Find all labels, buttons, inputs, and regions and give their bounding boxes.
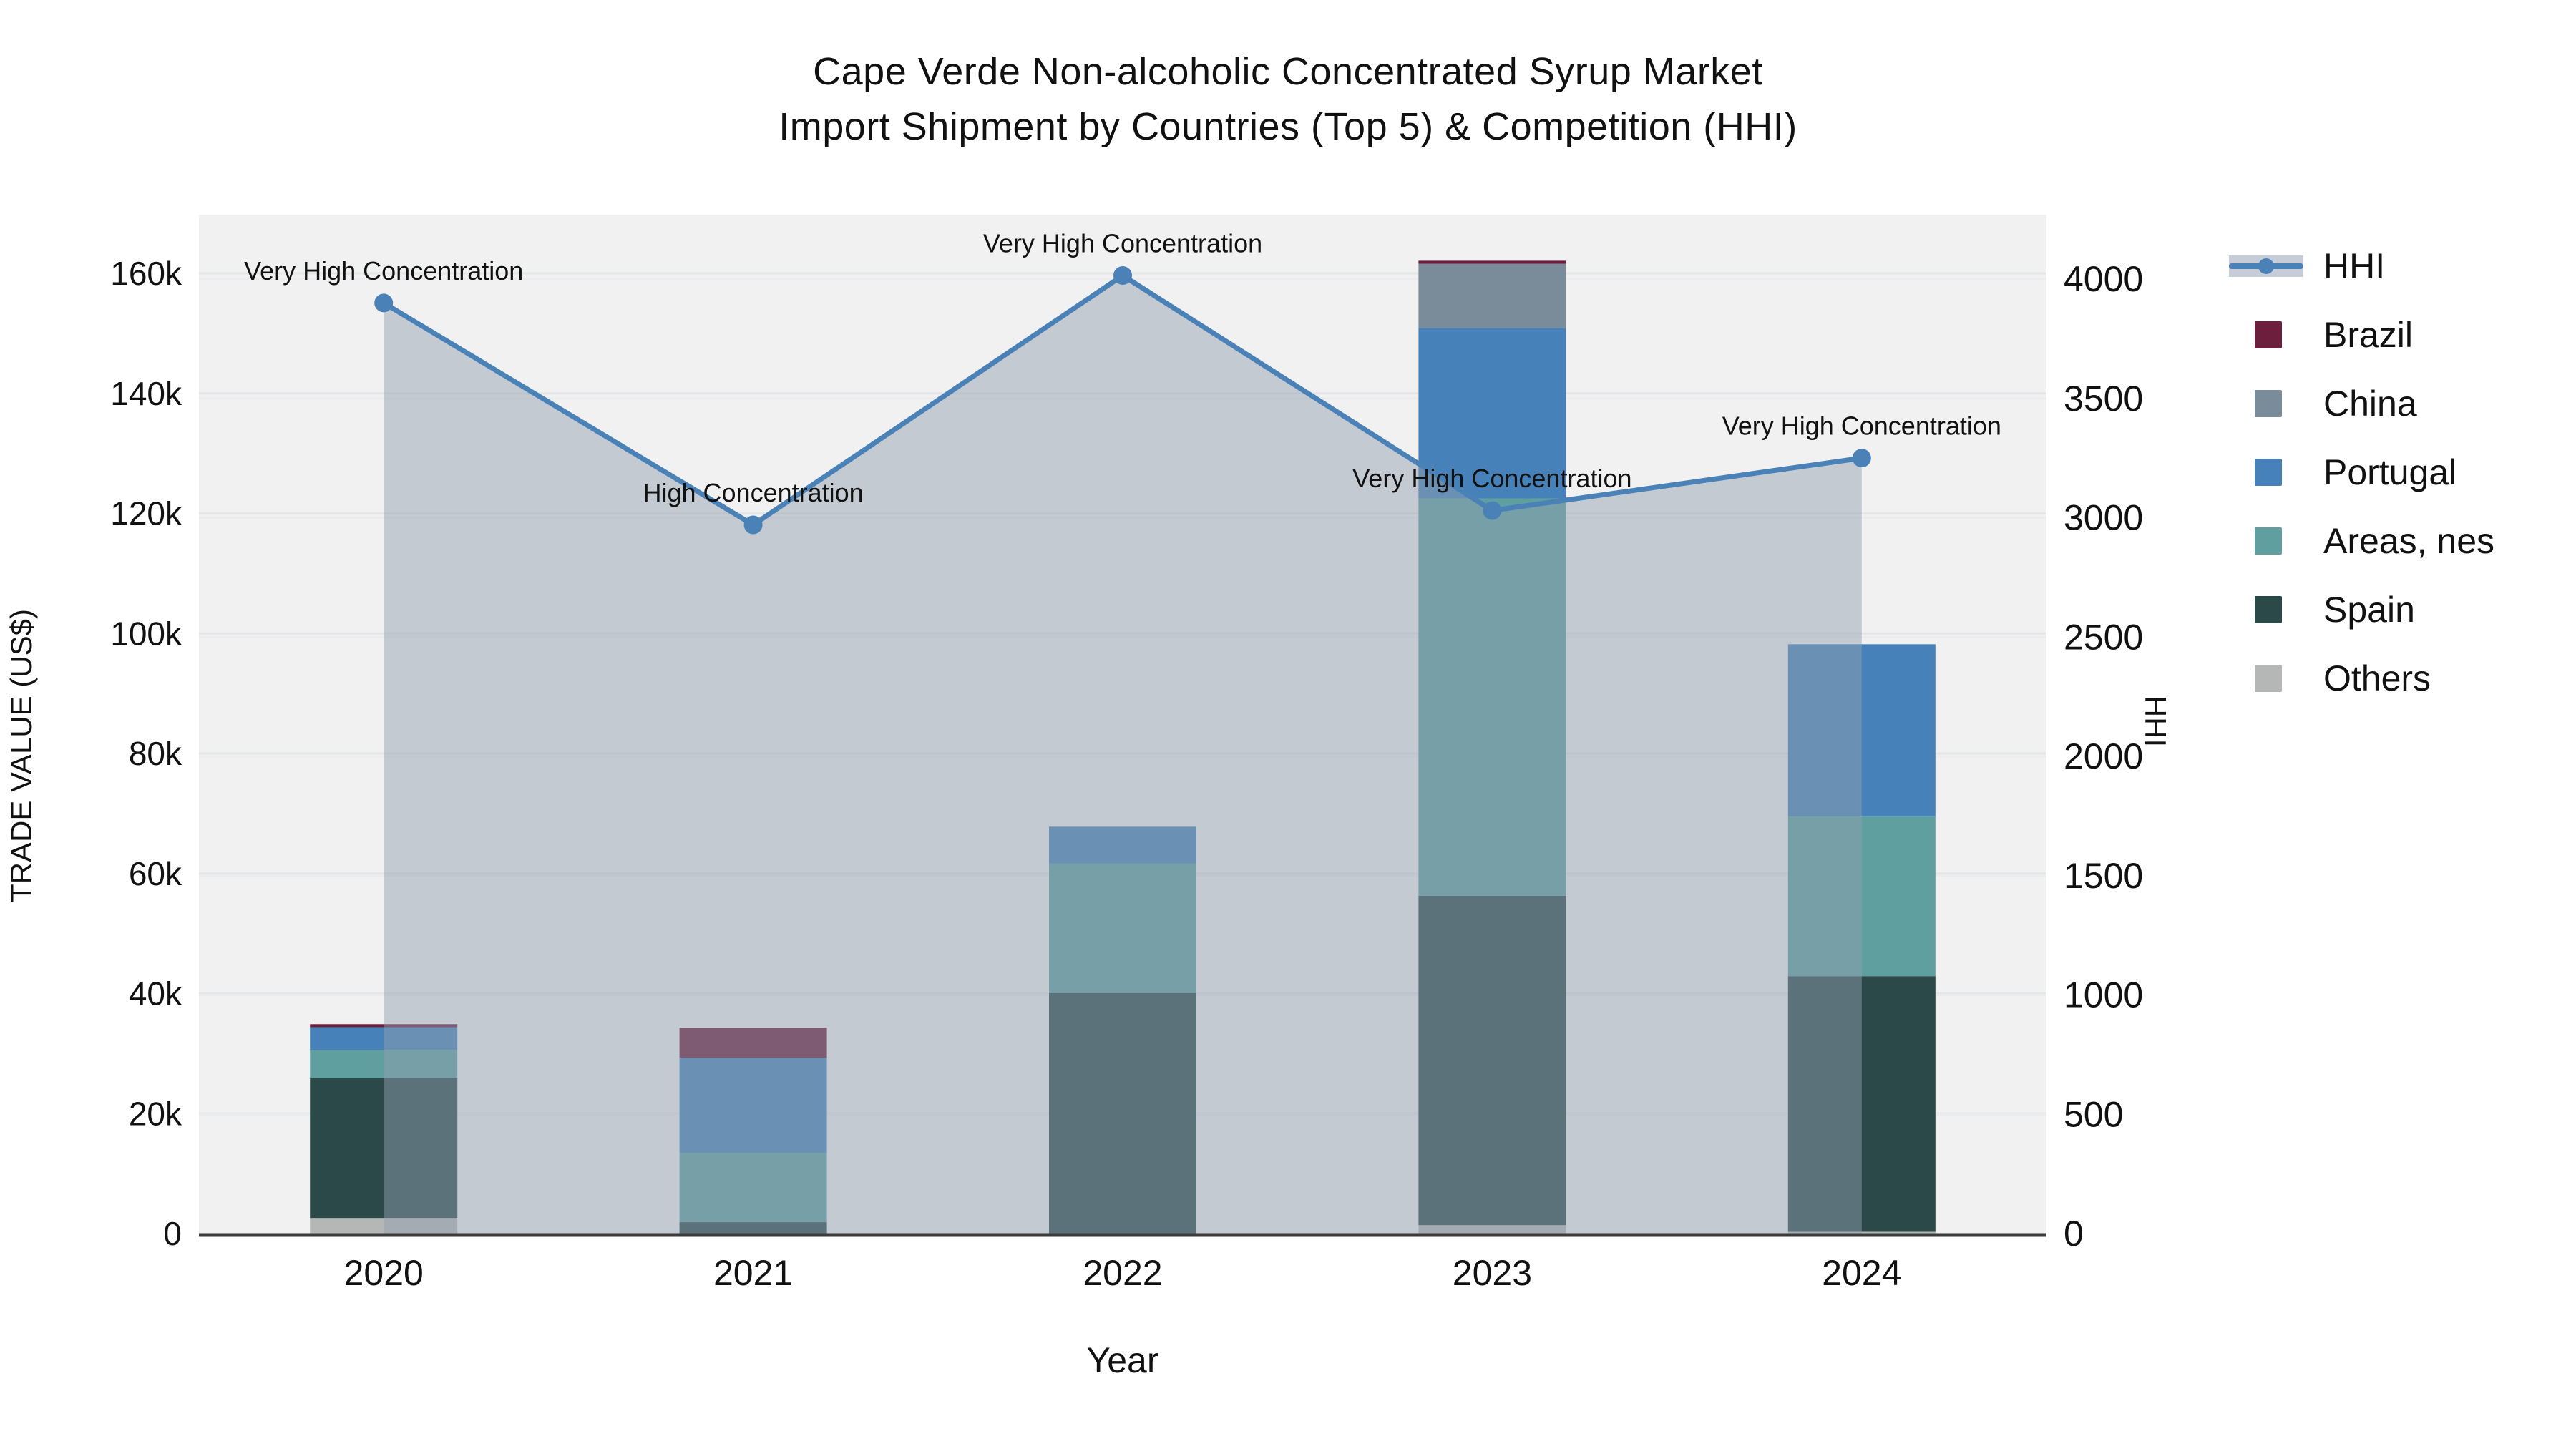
y-left-tick-140k: 140k [110, 375, 182, 412]
y-right-tick-500: 500 [2064, 1094, 2123, 1134]
legend-label-brazil: Brazil [2323, 315, 2414, 355]
x-tick-2022: 2022 [1083, 1253, 1162, 1293]
x-tick-2021: 2021 [713, 1253, 793, 1293]
y-right-tick-3500: 3500 [2064, 379, 2143, 419]
areas-nes-color-swatch [2255, 527, 2282, 555]
bar-segment-spain-2020[interactable] [310, 1078, 458, 1219]
bar-segment-portugal-2024[interactable] [1787, 644, 1936, 817]
chart-title-line1: Cape Verde Non-alcoholic Concentrated Sy… [813, 50, 1763, 93]
y-left-tick-20k: 20k [129, 1095, 182, 1132]
x-tick-2024: 2024 [1822, 1253, 1901, 1293]
x-axis-title: Year [1086, 1340, 1158, 1380]
hhi-marker-2022[interactable] [1113, 265, 1132, 285]
chart-title-line2: Import Shipment by Countries (Top 5) & C… [779, 104, 1797, 148]
annotation-2021: High Concentration [643, 478, 864, 507]
annotation-2020: Very High Concentration [244, 256, 523, 286]
bar-segment-portugal-2021[interactable] [679, 1058, 827, 1153]
hhi-marker-2023[interactable] [1483, 501, 1502, 520]
spain-color-swatch [2255, 596, 2282, 623]
others-color-swatch [2255, 665, 2282, 692]
legend: HHI Brazil China Portugal Areas, nes Spa… [2229, 232, 2572, 713]
bar-segment-brazil-2020[interactable] [310, 1024, 458, 1028]
bar-segment-china-2023[interactable] [1418, 263, 1566, 328]
bar-segment-areas-nes-2024[interactable] [1787, 816, 1936, 977]
bar-segment-areas-nes-2023[interactable] [1418, 498, 1566, 896]
legend-item-brazil[interactable]: Brazil [2229, 301, 2572, 369]
bar-segment-spain-2021[interactable] [679, 1222, 827, 1234]
bar-segment-others-2024[interactable] [1787, 1231, 1936, 1234]
bar-segment-brazil-2023[interactable] [1418, 260, 1566, 264]
y-left-tick-60k: 60k [129, 855, 182, 892]
legend-item-portugal[interactable]: Portugal [2229, 438, 2572, 507]
y-left-tick-0: 0 [163, 1215, 182, 1252]
y-left-tick-40k: 40k [129, 975, 182, 1013]
bar-segment-portugal-2020[interactable] [310, 1027, 458, 1050]
bar-segment-spain-2023[interactable] [1418, 895, 1566, 1226]
bar-segment-portugal-2022[interactable] [1049, 826, 1196, 864]
y-left-tick-120k: 120k [110, 495, 182, 532]
bar-segment-others-2020[interactable] [310, 1218, 458, 1234]
brazil-color-swatch [2255, 321, 2282, 348]
legend-label-portugal: Portugal [2323, 452, 2457, 492]
legend-label-others: Others [2323, 658, 2431, 698]
legend-label-china: China [2323, 384, 2417, 424]
legend-label-hhi: HHI [2323, 246, 2386, 286]
annotation-2022: Very High Concentration [983, 229, 1262, 258]
bar-segment-spain-2024[interactable] [1787, 976, 1936, 1232]
y-right-tick-0: 0 [2064, 1214, 2084, 1254]
x-tick-2023: 2023 [1453, 1253, 1532, 1293]
bar-segment-areas-nes-2022[interactable] [1049, 863, 1196, 993]
y-right-tick-1500: 1500 [2064, 856, 2143, 896]
y-right-tick-2000: 2000 [2064, 736, 2143, 776]
y-axis-title-left: TRADE VALUE (US$) [4, 609, 38, 902]
hhi-marker-2024[interactable] [1852, 449, 1871, 468]
legend-item-hhi[interactable]: HHI [2229, 232, 2572, 301]
hhi-marker-2020[interactable] [374, 293, 394, 313]
bar-segment-spain-2022[interactable] [1049, 992, 1196, 1234]
y-right-tick-4000: 4000 [2064, 259, 2143, 299]
legend-label-spain: Spain [2323, 590, 2415, 630]
y-right-tick-2500: 2500 [2064, 617, 2143, 657]
bar-segment-brazil-2021[interactable] [679, 1028, 827, 1058]
y-axis-title-right: HHI [2139, 696, 2172, 747]
hhi-marker-glyph [2258, 258, 2274, 274]
annotation-2024: Very High Concentration [1722, 411, 2001, 441]
hhi-marker-2021[interactable] [743, 515, 763, 535]
legend-item-spain[interactable]: Spain [2229, 575, 2572, 644]
bar-segment-others-2023[interactable] [1418, 1225, 1566, 1234]
legend-label-areas-nes: Areas, nes [2323, 521, 2495, 561]
legend-item-areas-nes[interactable]: Areas, nes [2229, 507, 2572, 575]
china-color-swatch [2255, 390, 2282, 417]
annotation-2023: Very High Concentration [1352, 464, 1631, 493]
y-left-tick-80k: 80k [129, 735, 182, 772]
x-tick-2020: 2020 [344, 1253, 424, 1293]
bar-segment-areas-nes-2021[interactable] [679, 1153, 827, 1223]
y-right-tick-1000: 1000 [2064, 975, 2143, 1015]
bar-segment-areas-nes-2020[interactable] [310, 1050, 458, 1078]
legend-item-china[interactable]: China [2229, 369, 2572, 438]
y-left-tick-160k: 160k [110, 255, 182, 292]
bar-segment-portugal-2023[interactable] [1418, 328, 1566, 499]
portugal-color-swatch [2255, 459, 2282, 486]
hhi-line-swatch [2229, 252, 2316, 280]
y-left-tick-100k: 100k [110, 615, 182, 652]
y-right-tick-3000: 3000 [2064, 498, 2143, 538]
legend-item-others[interactable]: Others [2229, 644, 2572, 713]
chart-title: Cape Verde Non-alcoholic Concentrated Sy… [0, 44, 2576, 154]
